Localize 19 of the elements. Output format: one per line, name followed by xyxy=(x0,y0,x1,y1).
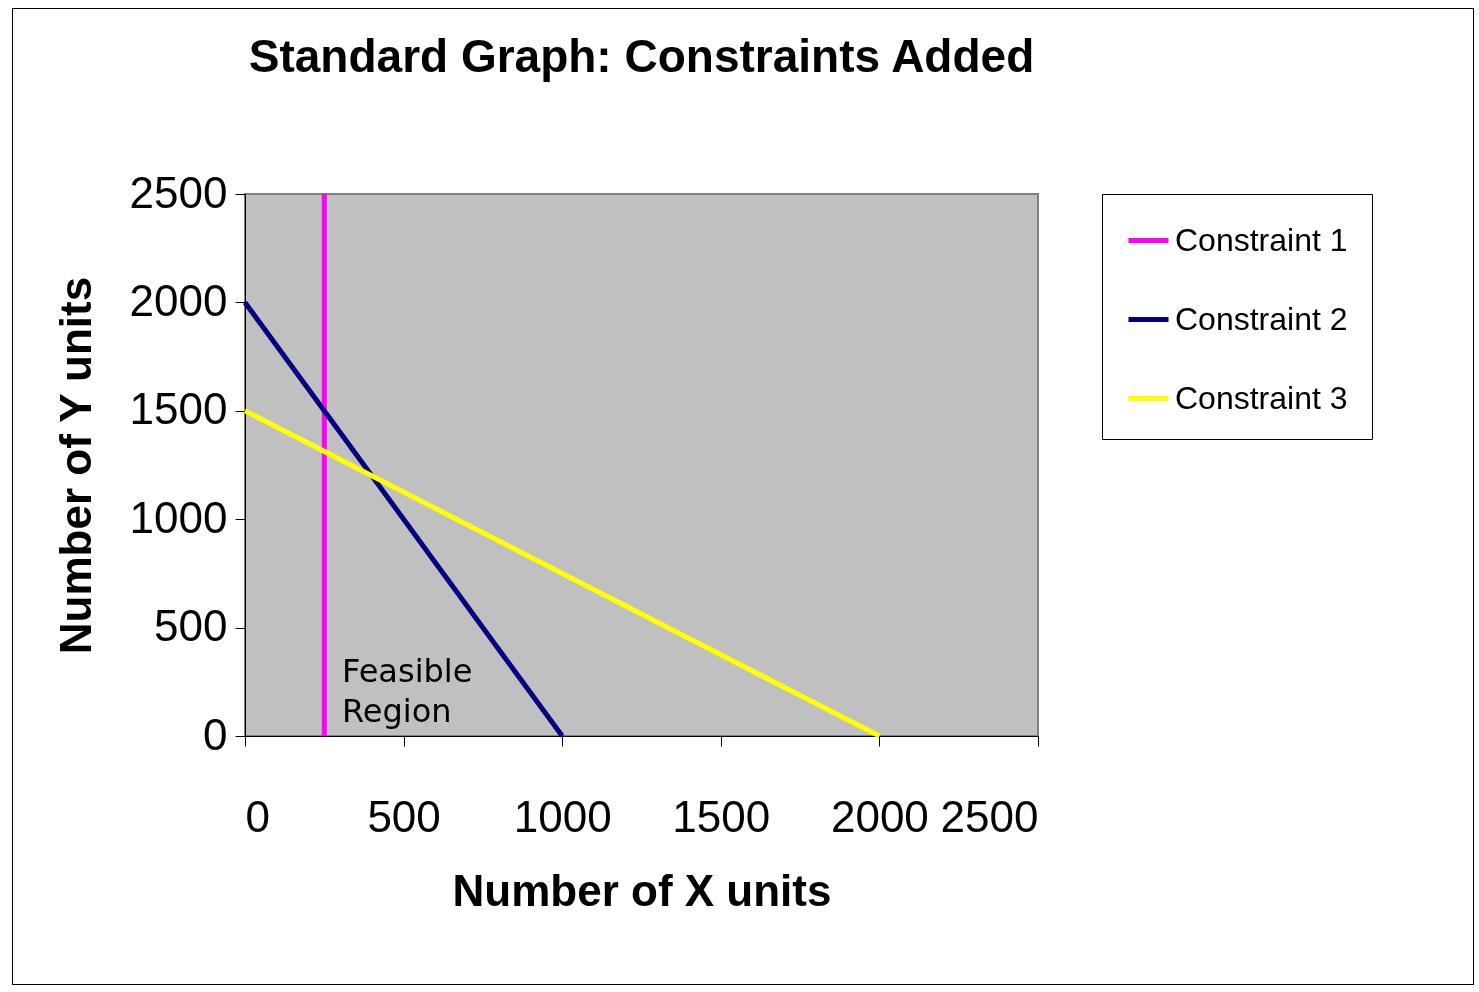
legend-label: Constraint 3 xyxy=(1175,379,1348,416)
x-tick-label: 0 xyxy=(245,791,270,841)
y-tick-label: 1500 xyxy=(129,384,228,434)
y-tick-label: 2000 xyxy=(129,275,228,325)
annotation: Feasible Region xyxy=(342,652,473,730)
y-tick-label: 1000 xyxy=(129,492,228,542)
chart-title: Standard Graph: Constraints Added xyxy=(248,30,1035,82)
x-tick-label: 1500 xyxy=(672,791,771,841)
y-tick-label: 500 xyxy=(154,601,228,651)
x-axis-title: Number of X units xyxy=(452,865,832,915)
y-tick-label: 0 xyxy=(203,709,228,759)
x-tick-label: 500 xyxy=(367,791,441,841)
legend-label: Constraint 1 xyxy=(1175,221,1348,258)
x-tick-label: 2500 xyxy=(940,791,1039,841)
legend-label: Constraint 2 xyxy=(1175,300,1348,337)
x-tick-label: 1000 xyxy=(513,791,612,841)
x-tick-label: 2000 xyxy=(830,791,929,841)
y-axis-title: Number of Y units xyxy=(50,276,100,655)
y-tick-label: 2500 xyxy=(129,167,228,217)
